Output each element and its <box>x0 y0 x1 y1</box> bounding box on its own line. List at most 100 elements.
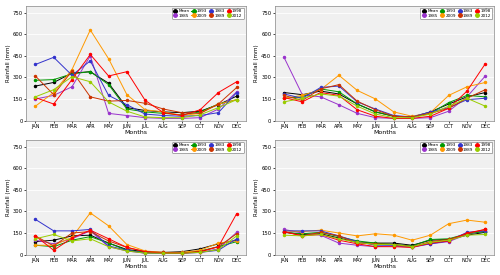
1993 <box>106 241 112 245</box>
Line: 1989: 1989 <box>283 228 486 248</box>
2012 <box>482 104 488 108</box>
2009 <box>428 111 434 114</box>
1989 <box>32 234 38 238</box>
1993 <box>142 110 148 114</box>
2009 <box>69 236 75 239</box>
Line: 1989: 1989 <box>283 84 486 118</box>
1998 <box>428 241 434 245</box>
1998 <box>372 245 378 248</box>
1993 <box>300 95 306 98</box>
1998 <box>300 234 306 238</box>
1985 <box>69 85 75 89</box>
Mean <box>69 234 75 238</box>
1998 <box>216 245 222 248</box>
1983 <box>428 242 434 246</box>
1985 <box>50 94 56 97</box>
1998 <box>336 94 342 97</box>
2012 <box>428 241 434 244</box>
Mean <box>124 106 130 109</box>
2009 <box>88 211 94 215</box>
X-axis label: Months: Months <box>124 130 148 135</box>
1989 <box>300 99 306 102</box>
1989 <box>318 231 324 234</box>
1993 <box>197 110 203 114</box>
Mean <box>391 115 397 118</box>
1989 <box>106 100 112 103</box>
1989 <box>88 230 94 233</box>
Mean <box>300 93 306 96</box>
Line: 1983: 1983 <box>283 85 486 118</box>
1989 <box>464 97 470 100</box>
1985 <box>88 229 94 233</box>
1993 <box>216 102 222 106</box>
Line: 2009: 2009 <box>34 212 238 254</box>
Mean <box>234 238 239 242</box>
1985 <box>106 112 112 115</box>
1993 <box>446 237 452 240</box>
2009 <box>179 251 185 254</box>
1998 <box>281 230 287 233</box>
1993 <box>216 245 222 248</box>
Line: 2009: 2009 <box>34 29 238 117</box>
1998 <box>50 249 56 252</box>
Mean <box>69 72 75 75</box>
1998 <box>464 231 470 235</box>
Line: 1993: 1993 <box>34 71 238 116</box>
Mean <box>409 244 415 247</box>
1983 <box>428 110 434 114</box>
1989 <box>281 230 287 233</box>
2009 <box>197 249 203 252</box>
1989 <box>142 250 148 253</box>
1998 <box>372 115 378 118</box>
1989 <box>179 252 185 255</box>
1983 <box>464 231 470 234</box>
2012 <box>281 100 287 103</box>
1993 <box>124 249 130 252</box>
1983 <box>354 240 360 243</box>
1983 <box>391 114 397 117</box>
1989 <box>446 107 452 110</box>
Line: 1998: 1998 <box>283 228 486 248</box>
Line: 1998: 1998 <box>283 63 486 119</box>
Line: 1985: 1985 <box>34 230 238 254</box>
1993 <box>391 243 397 246</box>
2009 <box>318 88 324 91</box>
1989 <box>482 88 488 91</box>
2009 <box>32 104 38 108</box>
1993 <box>106 83 112 86</box>
Line: 1998: 1998 <box>34 213 238 254</box>
2012 <box>464 97 470 100</box>
Line: 2012: 2012 <box>34 76 238 119</box>
1983 <box>281 92 287 96</box>
Mean <box>216 103 222 106</box>
1983 <box>142 252 148 255</box>
1983 <box>409 115 415 119</box>
2009 <box>142 108 148 111</box>
1983 <box>197 251 203 254</box>
1993 <box>318 231 324 234</box>
2009 <box>216 102 222 106</box>
Text: (d): (d) <box>474 142 489 152</box>
1985 <box>336 241 342 245</box>
1985 <box>391 117 397 120</box>
Mean <box>124 248 130 251</box>
2009 <box>409 238 415 242</box>
1998 <box>32 234 38 238</box>
1985 <box>300 93 306 96</box>
2012 <box>446 238 452 242</box>
Mean <box>281 91 287 94</box>
1998 <box>179 252 185 255</box>
Line: 1983: 1983 <box>34 56 238 117</box>
2009 <box>318 229 324 232</box>
2009 <box>464 85 470 89</box>
2009 <box>391 233 397 237</box>
1985 <box>482 229 488 233</box>
1985 <box>336 103 342 106</box>
1983 <box>336 234 342 238</box>
1989 <box>354 241 360 245</box>
2009 <box>179 114 185 117</box>
1989 <box>179 111 185 114</box>
2012 <box>281 233 287 237</box>
1985 <box>106 245 112 248</box>
Mean <box>32 240 38 243</box>
